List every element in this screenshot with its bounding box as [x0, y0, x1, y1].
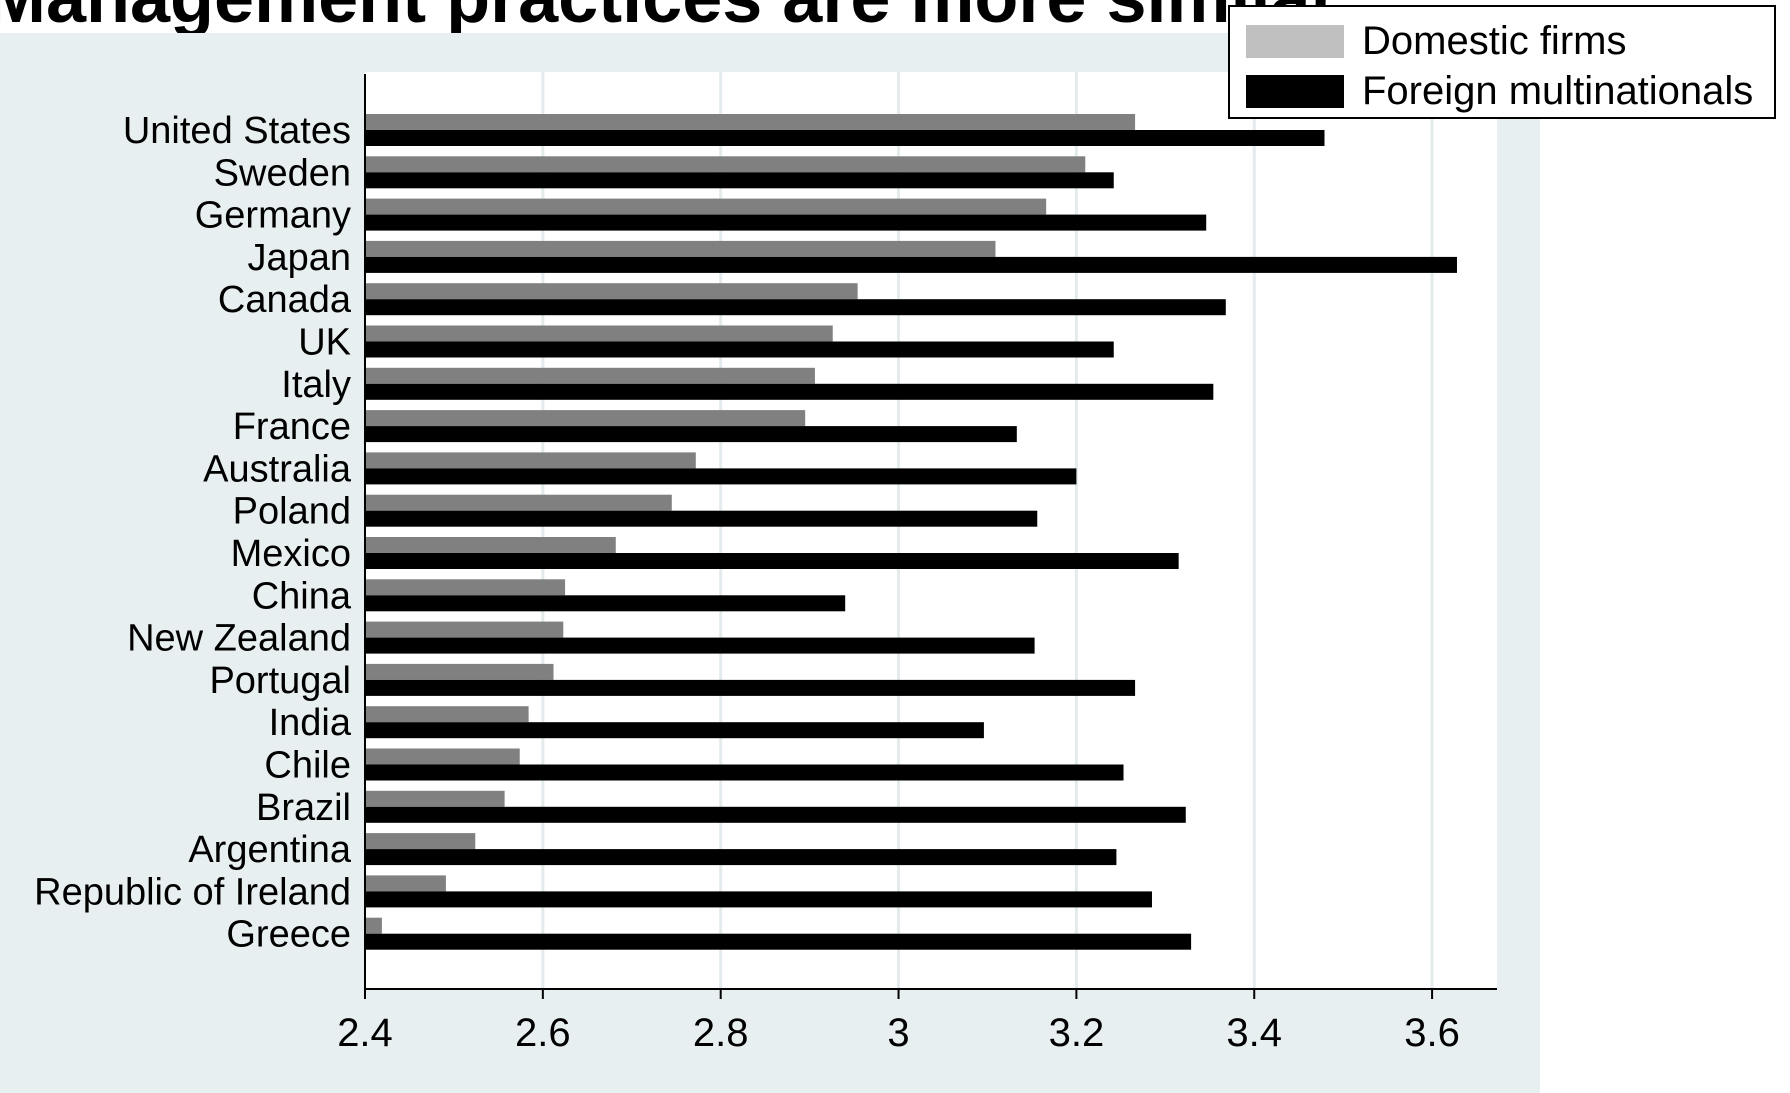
bar-foreign [365, 849, 1117, 866]
category-label: Republic of Ireland [34, 871, 351, 913]
x-tick-label: 3.6 [1404, 1011, 1460, 1055]
category-label: New Zealand [127, 618, 351, 660]
category-label: Poland [233, 491, 351, 533]
category-label: Argentina [188, 829, 352, 871]
bar-foreign [365, 595, 846, 612]
category-label: Greece [226, 914, 351, 956]
category-label: Japan [247, 237, 351, 279]
bar-domestic [365, 240, 996, 257]
legend-label-foreign: Foreign multinationals [1362, 68, 1754, 113]
bar-domestic [365, 156, 1086, 173]
bar-domestic [365, 663, 554, 680]
bar-foreign [365, 933, 1192, 950]
legend-label-domestic: Domestic firms [1362, 18, 1627, 63]
category-label: India [269, 702, 352, 744]
category-label: UK [298, 322, 351, 364]
bar-domestic [365, 917, 382, 934]
bar-domestic [365, 790, 505, 807]
x-tick-label: 3.4 [1226, 1011, 1282, 1055]
chart-title: Management practices are more similar [0, 0, 1339, 34]
bar-foreign [365, 383, 1214, 400]
category-label: China [252, 575, 352, 617]
category-label: Portugal [209, 660, 351, 702]
bar-foreign [365, 679, 1136, 696]
x-tick-label: 2.4 [337, 1011, 393, 1055]
bar-foreign [365, 214, 1207, 231]
bar-domestic [365, 621, 564, 638]
bar-domestic [365, 494, 672, 511]
x-tick-label: 2.8 [693, 1011, 749, 1055]
bar-domestic [365, 325, 833, 342]
category-label: Germany [195, 195, 351, 237]
bar-domestic [365, 367, 815, 384]
category-label: Australia [203, 448, 352, 490]
bar-foreign [365, 172, 1114, 189]
bar-domestic [365, 198, 1047, 215]
category-label: Chile [264, 745, 351, 787]
bar-domestic [365, 748, 520, 765]
x-axis-ticks: 2.4 2.6 2.8 3 3.2 3.4 3.6 [337, 989, 1460, 1055]
bar-foreign [365, 299, 1226, 316]
legend-swatch-domestic [1246, 24, 1344, 58]
bar-foreign [365, 637, 1035, 654]
legend: Domestic firms Foreign multinationals [1228, 5, 1776, 119]
x-tick-label: 3.2 [1049, 1011, 1105, 1055]
legend-item-domestic: Domestic firms [1246, 18, 1627, 63]
category-label: Italy [281, 364, 351, 406]
bar-domestic [365, 833, 476, 850]
bar-foreign [365, 426, 1017, 443]
bar-foreign [365, 341, 1114, 358]
legend-item-foreign: Foreign multinationals [1246, 68, 1754, 113]
category-label: Mexico [231, 533, 351, 575]
x-tick-label: 3 [887, 1011, 909, 1055]
bar-domestic [365, 706, 529, 723]
category-label: Canada [218, 279, 352, 321]
bar-foreign [365, 510, 1038, 527]
bar-domestic [365, 114, 1136, 130]
category-label: Brazil [256, 787, 351, 829]
bar-domestic [365, 410, 806, 427]
bar-foreign [365, 764, 1124, 781]
bar-foreign [365, 722, 984, 739]
bar-domestic [365, 579, 566, 596]
bar-foreign [365, 891, 1152, 908]
bar-domestic [365, 283, 858, 300]
bar-foreign [365, 553, 1179, 569]
bar-foreign [365, 256, 1457, 273]
x-tick-label: 2.6 [515, 1011, 571, 1055]
category-label: Sweden [214, 152, 351, 194]
bar-domestic [365, 875, 446, 892]
bars [365, 114, 1457, 950]
category-labels: United StatesSwedenGermanyJapanCanadaUKI… [34, 110, 352, 956]
bar-foreign [365, 468, 1077, 485]
bar-foreign [365, 806, 1186, 823]
category-label: United States [123, 110, 351, 152]
bar-domestic [365, 452, 696, 469]
category-label: France [233, 406, 351, 448]
bar-domestic [365, 537, 616, 553]
bar-foreign [365, 130, 1325, 146]
legend-swatch-foreign [1246, 74, 1344, 108]
